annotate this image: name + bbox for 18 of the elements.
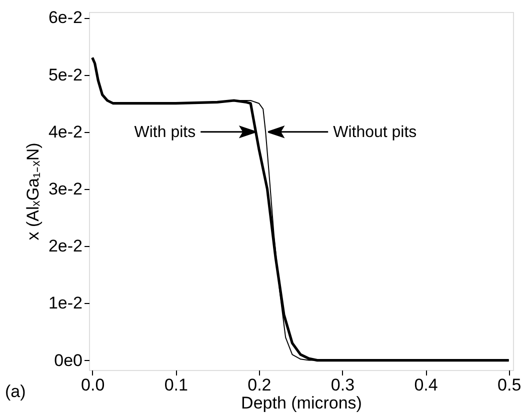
y-tick-label: 1e-2 xyxy=(48,294,82,313)
y-tick-label: 6e-2 xyxy=(48,8,82,28)
y-tick-label: 0e0 xyxy=(54,350,82,370)
text: (a) xyxy=(5,382,26,401)
y-axis-title: x (AlₓGa₁₋ₓN) xyxy=(23,142,42,240)
y-tick-label: 2e-2 xyxy=(48,236,82,256)
y-tick-label: 4e-2 xyxy=(48,122,82,142)
x-tick-label: 0.2 xyxy=(248,376,272,394)
x-tick-label: 0.1 xyxy=(164,376,188,394)
x-tick-label: 0.5 xyxy=(498,376,522,394)
x-tick-label: 0.4 xyxy=(414,376,438,394)
y-tick-label: 5e-2 xyxy=(48,65,82,84)
x-axis-title: Depth (microns) xyxy=(241,394,362,412)
annotation: With pits xyxy=(134,124,196,141)
x-tick-label: 0.3 xyxy=(330,376,355,394)
annotation: Without pits xyxy=(333,124,417,141)
x-tick-label: 0.0 xyxy=(81,376,105,394)
y-tick-label: 3e-2 xyxy=(48,180,82,198)
